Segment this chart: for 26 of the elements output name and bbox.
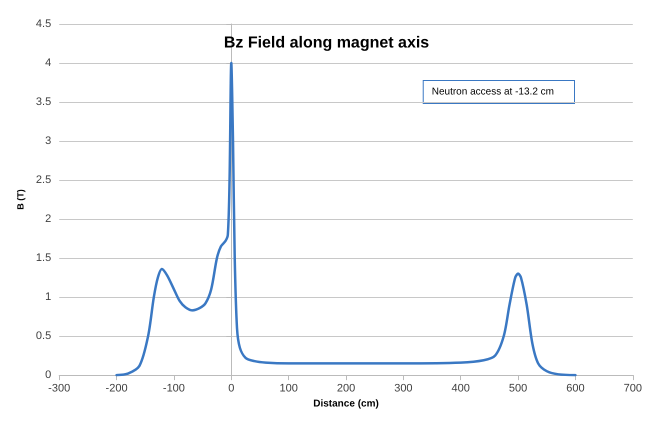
x-tick-label: 0 bbox=[228, 382, 234, 395]
x-tick-label: 300 bbox=[394, 382, 413, 395]
y-axis-title: B (T) bbox=[16, 189, 26, 210]
y-tick-label: 0.5 bbox=[36, 330, 52, 342]
annotation: Neutron access at -13.2 cm bbox=[432, 86, 554, 98]
x-tick-label: 400 bbox=[452, 382, 470, 395]
y-tick-label: 3.5 bbox=[36, 96, 52, 108]
x-tick-label: 700 bbox=[624, 382, 642, 395]
y-tick-label: 3 bbox=[45, 135, 52, 148]
y-tick-label: 2.5 bbox=[36, 174, 52, 186]
y-tick-label: 1.5 bbox=[36, 252, 52, 264]
y-tick-label: 0 bbox=[45, 369, 52, 382]
text: Bz Field along magnet axis bbox=[224, 34, 430, 52]
x-axis-title: Distance (cm) bbox=[313, 398, 379, 410]
x-tick-label: 500 bbox=[508, 382, 528, 395]
x-tick-label: -300 bbox=[48, 382, 70, 395]
x-tick-label: 200 bbox=[336, 382, 356, 395]
y-tick-label: 1 bbox=[45, 291, 52, 304]
x-tick-label: -100 bbox=[162, 382, 185, 395]
line-series bbox=[115, 62, 577, 376]
x-tick-label: 600 bbox=[566, 382, 585, 395]
y-tick-label: 4.5 bbox=[36, 18, 52, 30]
x-tick-label: 100 bbox=[279, 382, 298, 395]
y-tick-label: 2 bbox=[45, 213, 52, 226]
x-tick-label: -200 bbox=[106, 382, 128, 395]
y-tick-label: 4 bbox=[45, 57, 52, 70]
